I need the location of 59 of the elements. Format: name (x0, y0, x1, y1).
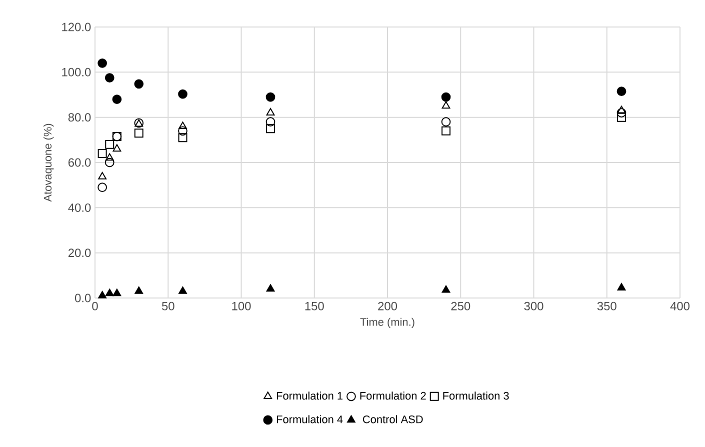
point (98, 172, 107, 180)
x-tick-label: 100 (232, 302, 251, 310)
x-tick-label: 350 (597, 302, 616, 310)
y-tick-label: 0.0 (74, 294, 91, 302)
point (442, 101, 450, 109)
point (266, 108, 275, 116)
y-tick-label: 120.0 (62, 22, 91, 32)
y-axis-title: Atovaquone (%) (44, 124, 54, 202)
point (441, 92, 451, 102)
point (134, 286, 144, 294)
point (178, 89, 188, 99)
point (112, 288, 122, 296)
x-tick-label: 50 (162, 302, 174, 310)
y-tick-label: 60.0 (68, 158, 91, 167)
point (178, 286, 187, 294)
point (178, 122, 187, 130)
point (98, 58, 107, 68)
legend-label: Formulation 3 (443, 392, 509, 400)
point (112, 94, 122, 104)
point (98, 182, 107, 192)
point (617, 106, 626, 114)
legend-label: Formulation 1 (276, 392, 342, 400)
x-tick-label: 400 (670, 302, 690, 310)
point (104, 73, 114, 82)
point (441, 117, 451, 127)
point (178, 133, 188, 142)
x-axis-title: Time (min.) (360, 318, 414, 328)
y-tick-label: 80.0 (68, 113, 91, 122)
point (105, 153, 114, 161)
y-tick-label: 100.0 (62, 68, 91, 76)
point (98, 290, 107, 298)
point (442, 126, 450, 136)
x-tick-label: 150 (305, 302, 324, 310)
point (178, 126, 188, 136)
point (442, 285, 450, 293)
point (266, 117, 276, 127)
point (98, 148, 107, 158)
point (617, 112, 626, 122)
point (112, 144, 122, 152)
point (134, 128, 144, 138)
point (134, 79, 144, 89)
point (266, 284, 275, 292)
point (105, 288, 114, 296)
x-tick-label: 250 (451, 302, 470, 310)
x-tick-label: 300 (524, 302, 544, 310)
point (105, 140, 114, 149)
point (616, 108, 626, 118)
point (617, 283, 626, 290)
x-tick-label: 200 (378, 302, 398, 310)
point (266, 124, 275, 134)
legend-label: Control ASD (362, 415, 423, 424)
x-tick-label: 0 (92, 302, 98, 310)
point (266, 92, 276, 102)
legend-label: Formulation 2 (360, 392, 426, 400)
point (616, 86, 626, 96)
y-tick-label: 40.0 (68, 203, 91, 212)
point (104, 158, 114, 168)
legend-label: Formulation 4 (276, 415, 343, 424)
y-tick-label: 20.0 (68, 248, 91, 258)
